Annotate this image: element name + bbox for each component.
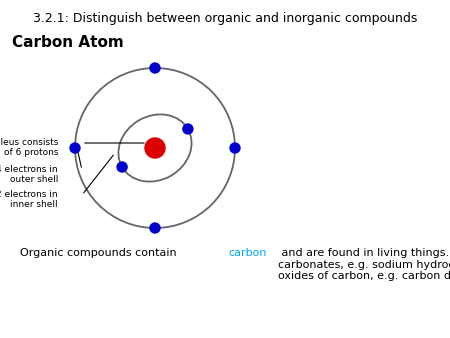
Text: 2 electrons in
inner shell: 2 electrons in inner shell: [0, 190, 58, 210]
Circle shape: [150, 63, 160, 73]
Text: nucleus consists
of 6 protons: nucleus consists of 6 protons: [0, 138, 58, 158]
Text: Organic compounds contain: Organic compounds contain: [20, 248, 180, 258]
Circle shape: [150, 223, 160, 233]
Text: 3.2.1: Distinguish between organic and inorganic compounds: 3.2.1: Distinguish between organic and i…: [33, 12, 417, 25]
Circle shape: [230, 143, 240, 153]
Circle shape: [145, 138, 165, 158]
Text: Carbon Atom: Carbon Atom: [12, 35, 124, 50]
Circle shape: [70, 143, 80, 153]
Text: carbon: carbon: [228, 248, 266, 258]
Text: and are found in living things. (Except hydrogen
carbonates, e.g. sodium hydroge: and are found in living things. (Except …: [278, 248, 450, 281]
Circle shape: [183, 124, 193, 134]
Circle shape: [117, 162, 127, 172]
Text: 4 electrons in
outer shell: 4 electrons in outer shell: [0, 165, 58, 185]
